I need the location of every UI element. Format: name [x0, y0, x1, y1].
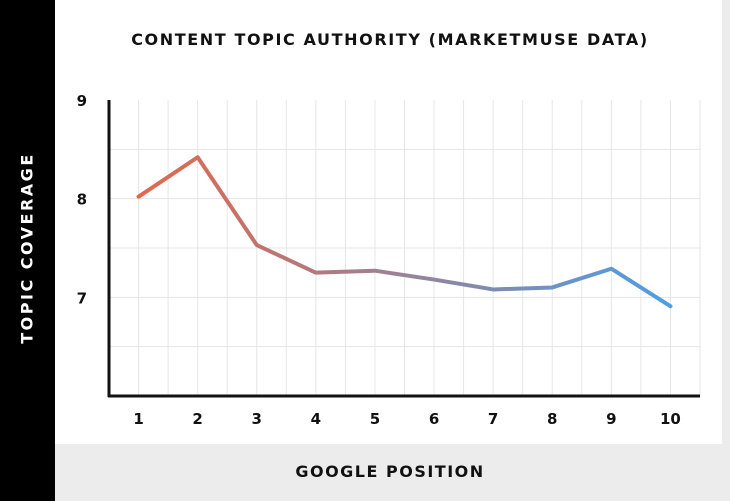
x-tick-label: 10	[660, 410, 681, 428]
x-tick-label: 4	[311, 410, 321, 428]
x-tick-label: 2	[192, 410, 202, 428]
x-tick-label: 7	[488, 410, 498, 428]
x-axis-label-bar: GOOGLE POSITION	[55, 444, 725, 501]
series-line	[136, 155, 673, 309]
x-tick-label: 1	[133, 410, 143, 428]
x-tick-label: 9	[606, 410, 616, 428]
x-tick-label: 3	[252, 410, 262, 428]
x-tick-label: 6	[429, 410, 439, 428]
chart-title: CONTENT TOPIC AUTHORITY (MARKETMUSE DATA…	[131, 30, 649, 49]
right-border	[722, 0, 730, 501]
x-tick-label: 5	[370, 410, 380, 428]
y-tick-label: 9	[77, 92, 87, 110]
y-axis-label-bar: TOPIC COVERAGE	[0, 0, 55, 501]
y-tick-label: 8	[77, 191, 87, 209]
y-tick-label: 7	[77, 289, 87, 307]
x-tick-label: 8	[547, 410, 557, 428]
x-axis-label: GOOGLE POSITION	[295, 462, 485, 481]
